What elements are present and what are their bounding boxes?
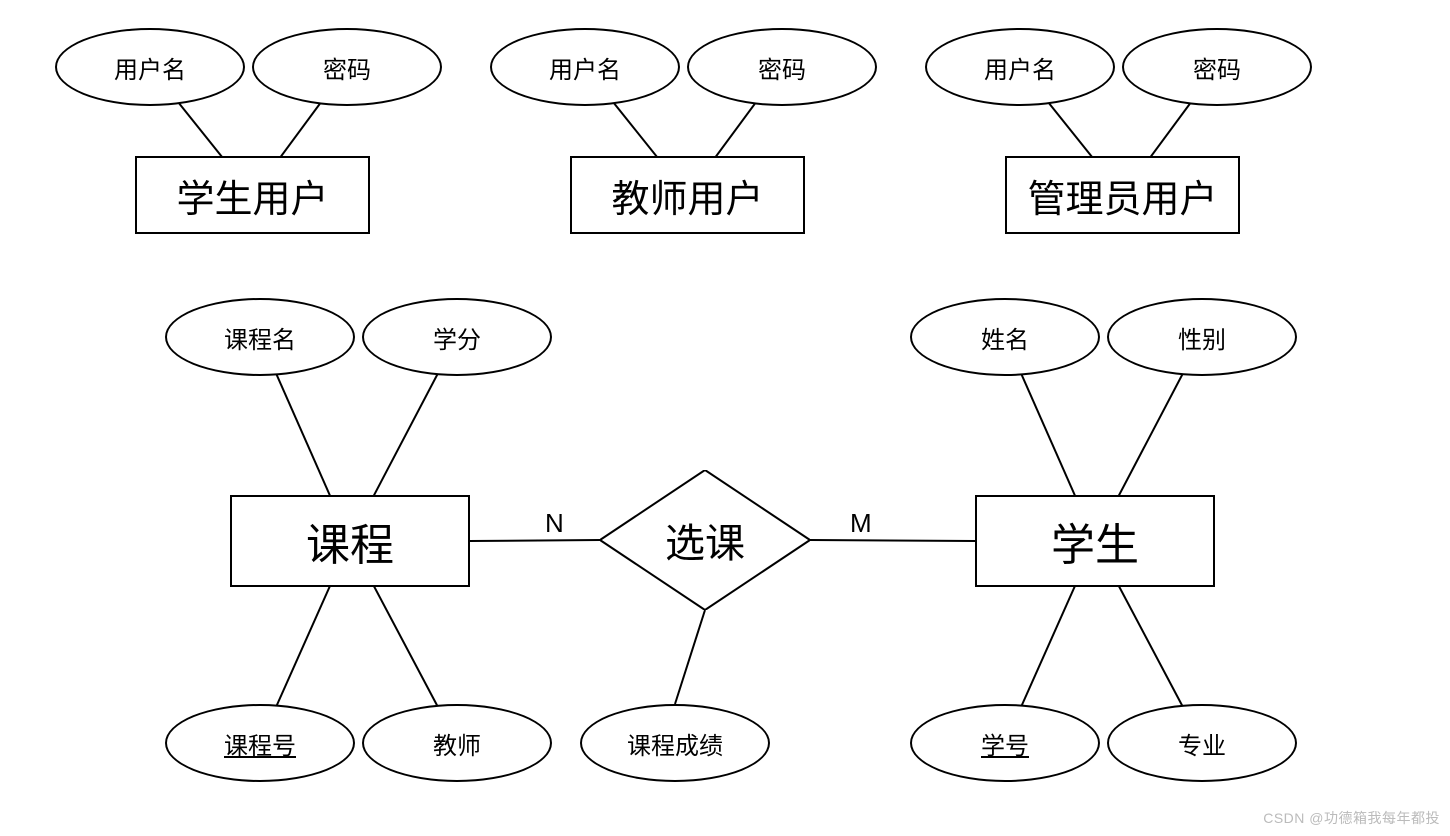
node-student_id: 学号 [910, 704, 1100, 782]
node-student_user_username: 用户名 [55, 28, 245, 106]
node-admin_user_password: 密码 [1122, 28, 1312, 106]
node-student_user_password: 密码 [252, 28, 442, 106]
course_grade-label: 课程成绩 [627, 726, 723, 761]
node-student: 学生 [975, 495, 1215, 587]
admin_user_username-label: 用户名 [984, 50, 1056, 85]
cardinality-1: M [850, 508, 872, 539]
node-admin_user: 管理员用户 [1005, 156, 1240, 234]
node-course_name: 课程名 [165, 298, 355, 376]
student_name-label: 姓名 [981, 320, 1029, 355]
watermark: CSDN @功德箱我每年都投 [1263, 808, 1440, 828]
student-label: 学生 [1051, 509, 1139, 573]
node-course_credit: 学分 [362, 298, 552, 376]
course_teacher-label: 教师 [433, 726, 481, 761]
student_user-label: 学生用户 [176, 168, 328, 223]
admin_user-label: 管理员用户 [1027, 168, 1217, 223]
course_id-label: 课程号 [224, 726, 296, 761]
node-course_id: 课程号 [165, 704, 355, 782]
course_credit-label: 学分 [433, 320, 481, 355]
student_user_username-label: 用户名 [114, 50, 186, 85]
node-student_gender: 性别 [1107, 298, 1297, 376]
student_id-label: 学号 [981, 726, 1029, 761]
node-select_course: 选课 [600, 470, 810, 610]
teacher_user_username-label: 用户名 [549, 50, 621, 85]
node-student_user: 学生用户 [135, 156, 370, 234]
student_gender-label: 性别 [1178, 320, 1226, 355]
node-student_major: 专业 [1107, 704, 1297, 782]
node-course: 课程 [230, 495, 470, 587]
node-student_name: 姓名 [910, 298, 1100, 376]
node-teacher_user_password: 密码 [687, 28, 877, 106]
node-teacher_user_username: 用户名 [490, 28, 680, 106]
student_major-label: 专业 [1178, 726, 1226, 761]
node-course_grade: 课程成绩 [580, 704, 770, 782]
teacher_user-label: 教师用户 [611, 168, 763, 223]
teacher_user_password-label: 密码 [758, 50, 806, 85]
student_user_password-label: 密码 [323, 50, 371, 85]
admin_user_password-label: 密码 [1193, 50, 1241, 85]
cardinality-0: N [545, 508, 564, 539]
select_course-label: 选课 [665, 511, 745, 569]
node-course_teacher: 教师 [362, 704, 552, 782]
course-label: 课程 [306, 509, 394, 573]
node-teacher_user: 教师用户 [570, 156, 805, 234]
node-admin_user_username: 用户名 [925, 28, 1115, 106]
course_name-label: 课程名 [224, 320, 296, 355]
